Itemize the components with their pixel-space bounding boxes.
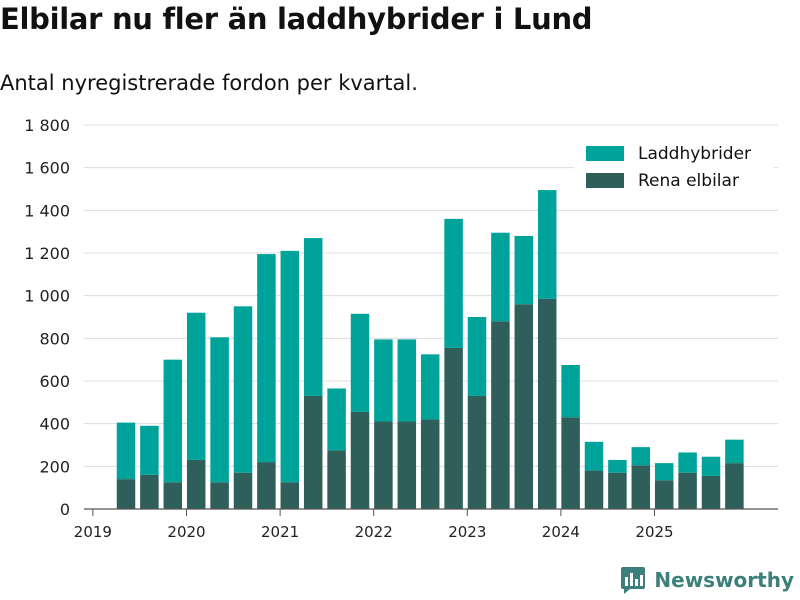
bar-rena-elbilar — [233, 472, 253, 509]
bar-rena-elbilar — [210, 482, 229, 509]
bar-laddhybrider — [374, 339, 393, 422]
bar-laddhybrider — [280, 250, 300, 483]
bar-rena-elbilar — [584, 470, 604, 509]
bar-laddhybrider — [444, 218, 463, 348]
y-tick-label: 800 — [39, 329, 70, 348]
bar-rena-elbilar — [350, 411, 370, 509]
x-tick-label: 2025 — [635, 523, 673, 541]
bar-rena-elbilar — [701, 475, 721, 509]
bar-laddhybrider — [467, 317, 487, 396]
bar-rena-elbilar — [537, 298, 557, 509]
y-tick-label: 600 — [39, 372, 70, 391]
bar-rena-elbilar — [491, 321, 510, 509]
bar-rena-elbilar — [397, 421, 417, 509]
y-axis: 0 200 400 600 800 1 000 1 200 1 400 1 600 1 800 — [24, 116, 70, 519]
x-tick-label: 2020 — [167, 523, 205, 541]
y-tick-label: 1 000 — [24, 287, 70, 306]
bar-rena-elbilar — [561, 417, 580, 509]
x-axis: 2019 2020 2021 2022 2023 2024 2025 — [74, 508, 778, 541]
bar-rena-elbilar — [631, 465, 651, 509]
bar-rena-elbilar — [374, 421, 393, 509]
x-tick-label: 2019 — [74, 523, 112, 541]
x-tick-label: 2023 — [448, 523, 486, 541]
newsworthy-brand: Newsworthy — [620, 566, 794, 594]
bar-laddhybrider — [631, 447, 651, 466]
legend-label: Rena elbilar — [638, 171, 739, 191]
bar-rena-elbilar — [303, 395, 323, 509]
bar-laddhybrider — [163, 359, 183, 483]
y-tick-label: 200 — [39, 457, 70, 476]
x-tick-label: 2022 — [355, 523, 393, 541]
bar-laddhybrider — [303, 238, 323, 396]
bar-rena-elbilar — [163, 482, 183, 509]
bar-rena-elbilar — [327, 450, 346, 509]
y-tick-label: 1 800 — [24, 116, 70, 135]
legend-label: Laddhybrider — [638, 144, 751, 164]
bar-laddhybrider — [701, 456, 721, 476]
y-tick-label: 1 600 — [24, 159, 70, 178]
bar-rena-elbilar — [514, 304, 534, 509]
bar-rena-elbilar — [116, 479, 136, 509]
bar-laddhybrider — [140, 425, 159, 475]
bar-rena-elbilar — [608, 472, 627, 509]
bar-laddhybrider — [420, 354, 440, 420]
bar-rena-elbilar — [725, 463, 744, 509]
bar-rena-elbilar — [257, 462, 276, 509]
y-tick-label: 0 — [60, 500, 70, 519]
bar-laddhybrider — [210, 337, 229, 483]
bar-rena-elbilar — [280, 482, 300, 509]
y-tick-label: 1 400 — [24, 201, 70, 220]
x-tick-label: 2024 — [542, 523, 580, 541]
bar-laddhybrider — [654, 463, 674, 481]
bar-laddhybrider — [186, 312, 206, 460]
legend: Laddhybrider Rena elbilar — [574, 136, 774, 198]
bar-laddhybrider — [257, 254, 276, 463]
newsworthy-logo-icon — [621, 567, 646, 594]
bar-laddhybrider — [584, 441, 604, 471]
bar-rena-elbilar — [186, 459, 206, 509]
y-tick-label: 400 — [39, 415, 70, 434]
bar-rena-elbilar — [444, 347, 463, 509]
legend-swatch — [586, 146, 624, 161]
bar-laddhybrider — [725, 439, 744, 464]
bar-laddhybrider — [327, 388, 346, 451]
legend-swatch — [586, 173, 624, 188]
bars — [116, 190, 744, 509]
bar-laddhybrider — [537, 190, 557, 299]
bar-laddhybrider — [491, 232, 510, 322]
y-tick-label: 1 200 — [24, 244, 70, 263]
bar-laddhybrider — [561, 365, 580, 418]
bar-rena-elbilar — [678, 472, 697, 509]
bar-rena-elbilar — [654, 480, 674, 509]
bar-laddhybrider — [397, 339, 417, 422]
bar-laddhybrider — [350, 313, 370, 412]
bar-laddhybrider — [514, 235, 534, 305]
x-tick-label: 2021 — [261, 523, 299, 541]
bar-laddhybrider — [608, 459, 627, 473]
chart-title: Elbilar nu fler än laddhybrider i Lund — [0, 2, 593, 36]
chart-subtitle: Antal nyregistrerade fordon per kvartal. — [0, 71, 418, 95]
bar-laddhybrider — [116, 422, 136, 480]
brand-name: Newsworthy — [654, 568, 794, 592]
bar-rena-elbilar — [467, 395, 487, 509]
bar-laddhybrider — [678, 452, 697, 473]
bar-laddhybrider — [233, 306, 253, 473]
bar-rena-elbilar — [420, 419, 440, 509]
bar-rena-elbilar — [140, 474, 159, 509]
